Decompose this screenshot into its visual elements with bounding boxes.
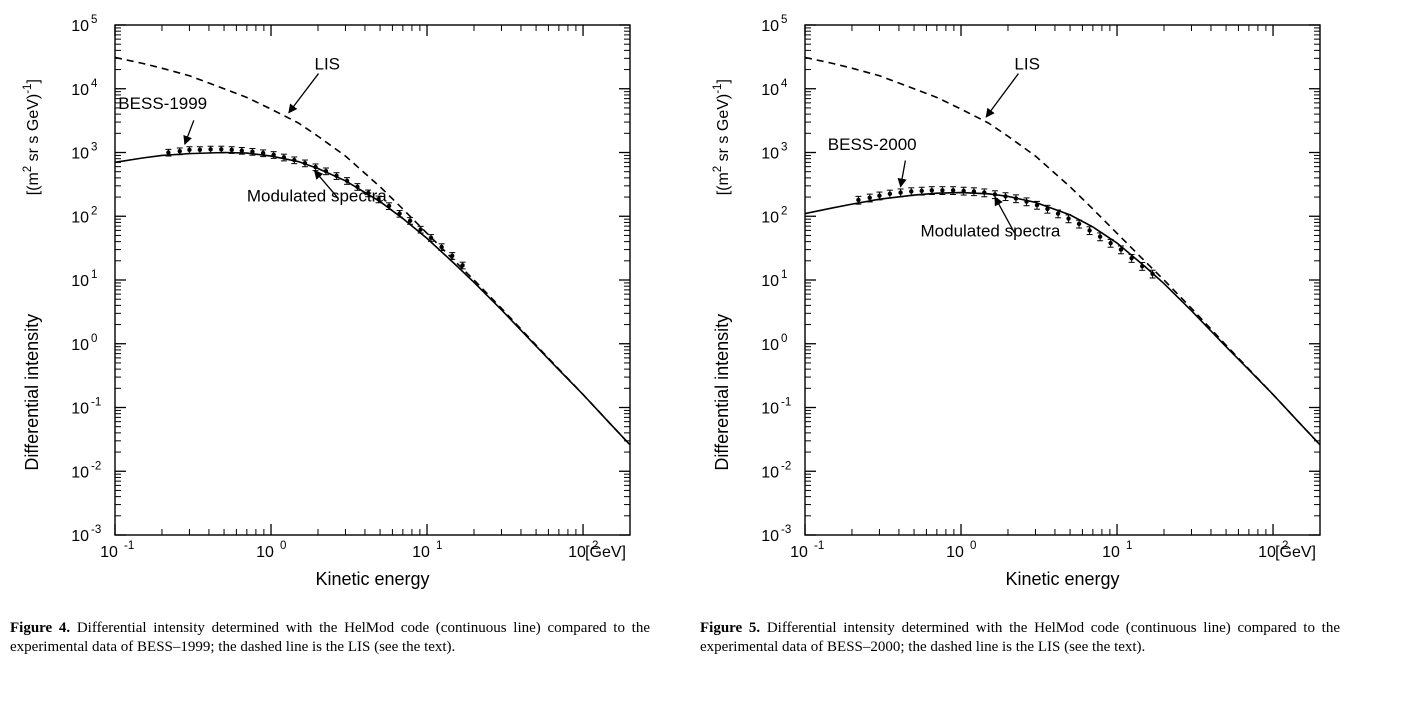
svg-text:10: 10 [761, 209, 779, 226]
svg-text:Kinetic energy: Kinetic energy [315, 569, 429, 589]
svg-text:10: 10 [790, 544, 808, 561]
svg-text:10: 10 [761, 337, 779, 354]
svg-text:10: 10 [71, 337, 89, 354]
svg-text:10: 10 [761, 464, 779, 481]
svg-text:3: 3 [91, 142, 97, 154]
svg-text:-1: -1 [124, 540, 134, 552]
svg-text:4: 4 [781, 78, 788, 90]
svg-text:[(m2 sr s GeV)-1]: [(m2 sr s GeV)-1] [712, 79, 732, 195]
svg-text:10: 10 [71, 273, 89, 290]
svg-text:10: 10 [71, 401, 89, 418]
svg-text:0: 0 [280, 540, 286, 552]
svg-text:0: 0 [91, 333, 97, 345]
svg-text:10: 10 [761, 273, 779, 290]
svg-text:10: 10 [946, 544, 964, 561]
svg-text:10: 10 [71, 464, 89, 481]
caption-bold-fig4: Figure 4. [10, 620, 70, 636]
caption-text-fig4: Differential intensity determined with t… [10, 620, 650, 655]
figure-left-block: 10-110010110210-310-210-1100101102103104… [10, 10, 650, 657]
svg-text:10: 10 [1102, 544, 1120, 561]
caption-fig5: Figure 5. Differential intensity determi… [700, 619, 1340, 657]
svg-text:10: 10 [761, 18, 779, 35]
svg-text:1: 1 [1126, 540, 1132, 552]
svg-text:10: 10 [71, 528, 89, 545]
svg-text:4: 4 [91, 78, 98, 90]
svg-text:10: 10 [412, 544, 430, 561]
svg-text:Kinetic energy: Kinetic energy [1005, 569, 1119, 589]
svg-text:LIS: LIS [315, 55, 341, 74]
svg-text:[GeV]: [GeV] [1275, 544, 1316, 561]
svg-text:Modulated spectra: Modulated spectra [247, 187, 387, 206]
chart-fig4: 10-110010110210-310-210-1100101102103104… [10, 10, 650, 615]
svg-text:Differential intensity: Differential intensity [712, 314, 732, 471]
svg-text:[(m2 sr s GeV)-1]: [(m2 sr s GeV)-1] [22, 79, 42, 195]
svg-text:10: 10 [761, 401, 779, 418]
caption-text-fig5: Differential intensity determined with t… [700, 620, 1340, 655]
chart-fig5: 10-110010110210-310-210-1100101102103104… [700, 10, 1340, 615]
svg-text:0: 0 [781, 333, 787, 345]
caption-fig4: Figure 4. Differential intensity determi… [10, 619, 650, 657]
svg-text:10: 10 [71, 18, 89, 35]
svg-text:BESS-2000: BESS-2000 [828, 135, 917, 154]
svg-text:-1: -1 [781, 397, 791, 409]
svg-text:10: 10 [568, 544, 586, 561]
svg-text:10: 10 [761, 82, 779, 99]
svg-text:10: 10 [71, 209, 89, 226]
figure-right-block: 10-110010110210-310-210-1100101102103104… [700, 10, 1340, 657]
svg-text:10: 10 [71, 146, 89, 163]
svg-text:10: 10 [100, 544, 118, 561]
svg-text:1: 1 [781, 269, 787, 281]
svg-text:1: 1 [91, 269, 97, 281]
svg-text:1: 1 [436, 540, 442, 552]
svg-text:-1: -1 [91, 397, 101, 409]
svg-text:5: 5 [91, 14, 97, 26]
svg-text:BESS-1999: BESS-1999 [118, 94, 207, 113]
svg-text:-2: -2 [91, 460, 101, 472]
svg-text:0: 0 [970, 540, 976, 552]
figure-row: 10-110010110210-310-210-1100101102103104… [10, 10, 1393, 657]
caption-bold-fig5: Figure 5. [700, 620, 760, 636]
svg-text:-2: -2 [781, 460, 791, 472]
svg-text:Modulated spectra: Modulated spectra [921, 222, 1061, 241]
svg-text:10: 10 [761, 528, 779, 545]
svg-text:-1: -1 [814, 540, 824, 552]
svg-text:2: 2 [781, 205, 787, 217]
svg-text:-3: -3 [781, 524, 791, 536]
svg-text:2: 2 [91, 205, 97, 217]
svg-text:3: 3 [781, 142, 787, 154]
svg-text:-3: -3 [91, 524, 101, 536]
svg-text:[GeV]: [GeV] [585, 544, 626, 561]
svg-text:10: 10 [1258, 544, 1276, 561]
svg-text:Differential intensity: Differential intensity [22, 314, 42, 471]
svg-text:10: 10 [761, 146, 779, 163]
svg-text:10: 10 [71, 82, 89, 99]
svg-text:5: 5 [781, 14, 787, 26]
svg-text:10: 10 [256, 544, 274, 561]
svg-text:LIS: LIS [1014, 55, 1040, 74]
